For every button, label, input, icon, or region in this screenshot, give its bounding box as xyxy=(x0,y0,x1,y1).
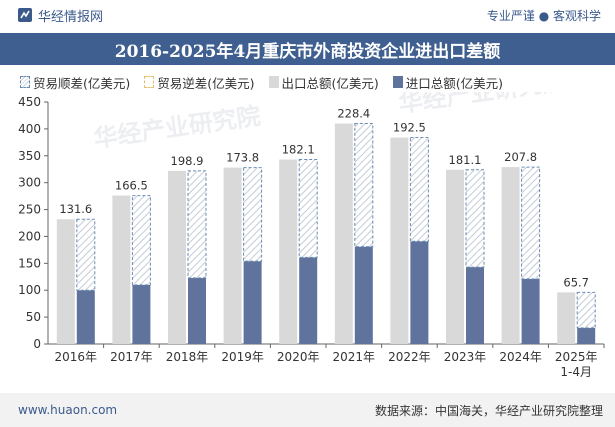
export-bar xyxy=(390,137,409,344)
x-tick-label: 2025年 xyxy=(555,350,598,364)
x-tick-label: 2022年 xyxy=(388,350,431,364)
x-tick-label: 2021年 xyxy=(333,350,376,364)
import-bar xyxy=(299,257,318,344)
export-bar xyxy=(557,292,576,344)
legend-item-surplus: 贸易顺差(亿美元) xyxy=(20,73,130,92)
surplus-bar xyxy=(76,218,96,291)
export-bar xyxy=(223,167,242,344)
x-tick-label: 2019年 xyxy=(221,350,264,364)
x-tick-label: 1-4月 xyxy=(560,365,592,379)
export-bar xyxy=(334,123,353,344)
export-bar xyxy=(112,195,131,344)
surplus-bar xyxy=(187,170,207,279)
surplus-bar xyxy=(576,291,596,329)
import-bar xyxy=(132,284,151,344)
footer-url: www.huaon.com xyxy=(18,403,118,417)
y-tick-label: 450 xyxy=(18,95,41,109)
surplus-bar xyxy=(465,169,485,268)
import-bar xyxy=(243,261,262,344)
x-tick-label: 2024年 xyxy=(499,350,542,364)
surplus-value-label: 207.8 xyxy=(504,150,537,164)
y-tick-label: 400 xyxy=(18,122,41,136)
y-tick-label: 50 xyxy=(26,310,41,324)
chart-title: 2016-2025年4月重庆市外商投资企业进出口差额 xyxy=(0,33,615,65)
export-bar xyxy=(56,219,75,344)
legend-label-deficit: 贸易逆差(亿美元) xyxy=(157,75,255,91)
surplus-value-label: 65.7 xyxy=(563,275,589,289)
bar-chart: 华经产业研究院 华经产业研究院 0 50 100 150 200 250 300 350 400… xyxy=(18,92,605,379)
watermark-2: 华经产业研究院 xyxy=(397,92,567,118)
x-tick-label: 2017年 xyxy=(110,350,153,364)
import-bar xyxy=(76,290,95,344)
legend-item-import: 进口总额(亿美元) xyxy=(392,73,504,92)
surplus-bar xyxy=(131,195,151,286)
export-bar xyxy=(279,159,298,344)
surplus-value-label: 198.9 xyxy=(171,154,204,168)
y-tick-label: 0 xyxy=(33,337,41,351)
brand-logo-icon xyxy=(18,8,32,22)
x-tick-label: 2016年 xyxy=(55,350,98,364)
surplus-value-label: 228.4 xyxy=(337,107,370,121)
surplus-value-label: 131.6 xyxy=(59,202,92,216)
y-tick-label: 150 xyxy=(18,256,41,270)
legend-swatch-import xyxy=(392,76,403,88)
surplus-bar xyxy=(298,159,318,258)
y-tick-label: 200 xyxy=(18,229,41,243)
top-bar: 华经情报网 专业严谨 ● 客观科学 xyxy=(0,0,615,30)
surplus-value-label: 181.1 xyxy=(449,153,482,167)
export-bar xyxy=(446,169,464,344)
surplus-value-label: 166.5 xyxy=(115,179,148,193)
surplus-value-label: 173.8 xyxy=(226,151,259,165)
surplus-bar xyxy=(354,123,374,248)
y-tick-label: 100 xyxy=(18,283,41,297)
legend-swatch-deficit xyxy=(144,76,155,88)
surplus-value-label: 192.5 xyxy=(393,120,426,134)
surplus-bar xyxy=(409,136,429,242)
legend-label-surplus: 贸易顺差(亿美元) xyxy=(33,75,131,91)
legend-item-deficit: 贸易逆差(亿美元) xyxy=(144,73,255,92)
export-bar xyxy=(501,167,520,344)
brand: 华经情报网 xyxy=(18,6,103,25)
x-tick-label: 2018年 xyxy=(166,350,209,364)
watermark-1: 华经产业研究院 xyxy=(92,102,262,153)
footer: www.huaon.com 数据来源：中国海关，华经产业研究院整理 xyxy=(0,393,615,427)
legend-label-import: 进口总额(亿美元) xyxy=(405,75,504,91)
x-tick-label: 2023年 xyxy=(444,350,487,364)
brand-name: 华经情报网 xyxy=(38,9,104,25)
legend-swatch-export xyxy=(268,76,279,88)
surplus-value-label: 182.1 xyxy=(282,143,315,157)
import-bar xyxy=(410,241,429,344)
tagline: 专业严谨 ● 客观科学 xyxy=(486,8,601,23)
surplus-bar xyxy=(521,166,541,280)
footer-source: 数据来源：中国海关，华经产业研究院整理 xyxy=(374,403,603,418)
import-bar xyxy=(466,267,484,344)
legend: 贸易顺差(亿美元) 贸易逆差(亿美元) 出口总额(亿美元) 进口总额(亿美元) xyxy=(20,72,610,92)
y-tick-label: 300 xyxy=(18,176,41,190)
import-bar xyxy=(354,246,373,344)
export-bar xyxy=(168,170,186,344)
import-bar xyxy=(521,278,540,344)
x-tick-label: 2020年 xyxy=(277,350,320,364)
legend-label-export: 出口总额(亿美元) xyxy=(281,75,379,91)
surplus-bar xyxy=(243,167,263,262)
legend-swatch-surplus xyxy=(20,76,30,88)
y-tick-label: 350 xyxy=(18,149,41,163)
import-bar xyxy=(188,277,206,344)
legend-item-export: 出口总额(亿美元) xyxy=(268,73,379,92)
y-tick-label: 250 xyxy=(18,203,41,217)
import-bar xyxy=(577,327,596,344)
